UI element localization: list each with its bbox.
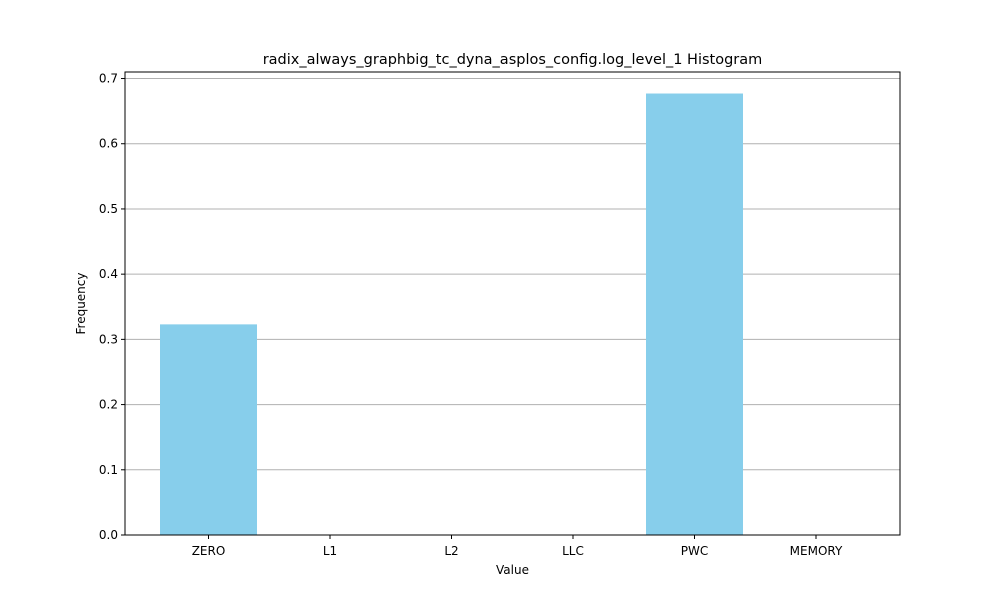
y-tick-label: 0.5 bbox=[99, 202, 118, 216]
x-tick-label: PWC bbox=[681, 544, 708, 558]
y-tick-label: 0.6 bbox=[99, 137, 118, 151]
y-tick-label: 0.7 bbox=[99, 72, 118, 86]
y-tick-label: 0.0 bbox=[99, 528, 118, 542]
x-tick-label: L2 bbox=[444, 544, 458, 558]
y-axis-label: Frequency bbox=[74, 273, 88, 335]
chart-title: radix_always_graphbig_tc_dyna_asplos_con… bbox=[263, 52, 763, 68]
plot-frame bbox=[124, 71, 901, 536]
x-tick-label: ZERO bbox=[192, 544, 226, 558]
y-tick-label: 0.2 bbox=[99, 398, 118, 412]
x-tick-label: MEMORY bbox=[790, 544, 843, 558]
x-ticks: ZERO L1 L2 LLC PWC MEMORY bbox=[192, 535, 843, 558]
x-tick-label: LLC bbox=[562, 544, 584, 558]
y-tick-label: 0.1 bbox=[99, 463, 118, 477]
y-tick-label: 0.4 bbox=[99, 267, 118, 281]
bar-zero bbox=[160, 324, 257, 535]
y-ticks: 0.0 0.1 0.2 0.3 0.4 0.5 0.6 0.7 bbox=[99, 72, 125, 542]
x-axis-label: Value bbox=[496, 563, 529, 577]
y-tick-label: 0.3 bbox=[99, 332, 118, 346]
x-tick-label: L1 bbox=[323, 544, 337, 558]
bars bbox=[160, 93, 743, 536]
bar-pwc bbox=[646, 93, 743, 536]
